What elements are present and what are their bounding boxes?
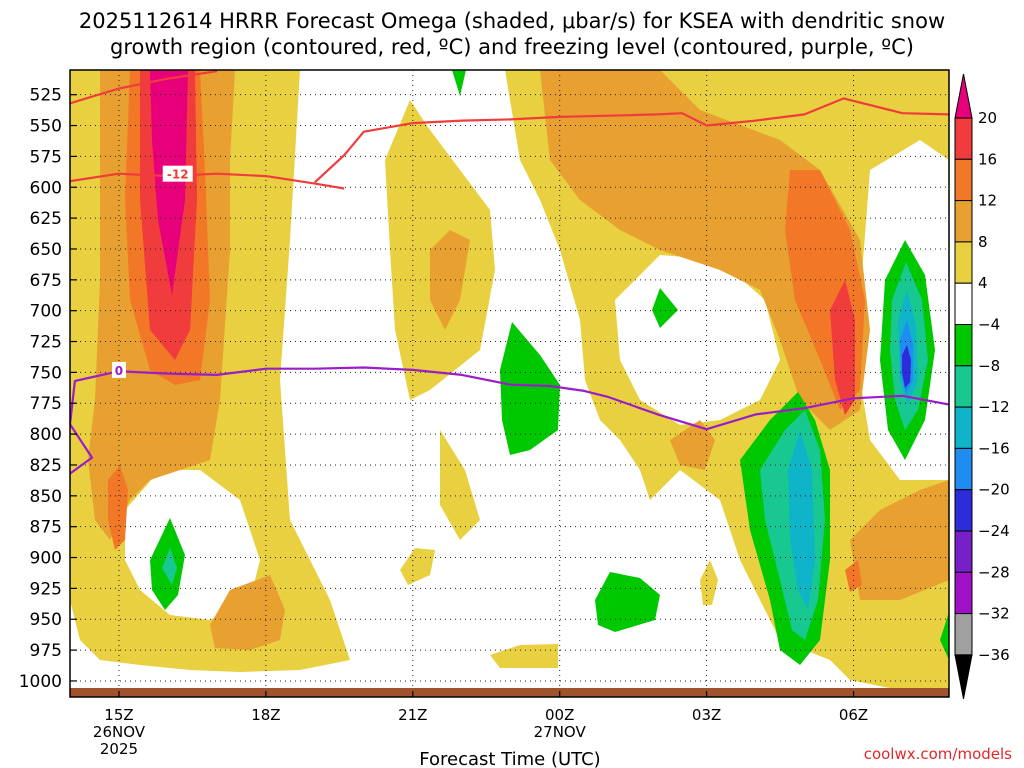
colorbar-segment-6: [954, 324, 973, 367]
omega-shade-yellow-small-a: [400, 548, 435, 585]
colorbar-tick-6: −8: [978, 357, 1000, 375]
y-tick-label-800: 800: [30, 425, 62, 445]
colorbar-tick-2: 12: [978, 192, 997, 210]
contour-dgz-minus12: [70, 172, 345, 190]
colorbar-tick-12: −32: [978, 605, 1010, 623]
colorbar-segment-4: [954, 241, 973, 284]
colorbar-tick-11: −28: [978, 563, 1010, 581]
x-tick-label-15Z: 15Z: [104, 706, 133, 724]
x-tick-label-18Z: 18Z: [251, 706, 280, 724]
colorbar-tick-3: 8: [978, 233, 988, 251]
y-tick-label-925: 925: [30, 579, 62, 599]
contour-label-dgz-minus12: -12: [167, 168, 189, 182]
colorbar-tick-5: −4: [978, 316, 1000, 334]
credit-text[interactable]: coolwx.com/models: [864, 745, 1012, 763]
colorbar-segment-8: [954, 406, 973, 449]
y-tick-label-775: 775: [30, 394, 62, 414]
contour-label-bg-freezing-level-0C: [111, 361, 126, 378]
colorbar-tick-4: 4: [978, 274, 988, 292]
colorbar-tick-7: −12: [978, 398, 1010, 416]
omega-shade-green-upper-right: [652, 288, 678, 328]
y-tick-label-900: 900: [30, 549, 62, 569]
colorbar-segment-10: [954, 489, 973, 532]
contour-dgz-middle: [314, 97, 949, 184]
temperature-contours: -12 0: [70, 70, 949, 475]
omega-shade-green-edge: [940, 612, 949, 660]
y-tick-label-700: 700: [30, 302, 62, 322]
y-tick-label-625: 625: [30, 209, 62, 229]
colorbar-top-arrow: [954, 73, 973, 119]
x-tick-label-03Z: 03Z: [692, 706, 721, 724]
colorbar-segment-9: [954, 447, 973, 491]
colorbar-tick-0: 20: [978, 109, 997, 127]
omega-shade-gold-right-lower: [850, 480, 949, 600]
y-tick-label-575: 575: [30, 147, 62, 167]
omega-shade-green-center: [500, 322, 560, 455]
x-tick-date-00Z: 27NOV: [534, 723, 587, 741]
x-tick-year-15Z: 2025: [100, 740, 138, 758]
omega-shade-red-right: [830, 280, 855, 415]
y-tick-label-1000: 1000: [19, 672, 62, 692]
omega-shade-white-hole-center: [615, 255, 780, 425]
omega-shade-gold-bottom-center: [670, 420, 715, 470]
omega-shade-yellow-small-b: [700, 560, 718, 605]
plot-frame: [69, 69, 950, 698]
omega-shade-green-center-lower: [595, 572, 660, 632]
y-tick-label-725: 725: [30, 333, 62, 353]
omega-shade-orange-bottom-left: [108, 465, 128, 550]
contour-dgz-upper: [70, 70, 218, 105]
y-tick-label-525: 525: [30, 86, 62, 106]
colorbar-segment-13: [954, 613, 973, 656]
x-axis-label: Forecast Time (UTC): [419, 749, 600, 768]
omega-shade-gold-right-upper: [540, 70, 870, 430]
omega-shade-teal-left-lower: [162, 548, 177, 585]
omega-shade-yellow-lower-center: [440, 430, 480, 540]
colorbar-segment-1: [954, 117, 973, 160]
y-tick-label-975: 975: [30, 641, 62, 661]
colorbar-tick-10: −24: [978, 522, 1010, 540]
y-tick-label-825: 825: [30, 456, 62, 476]
plot-area: -12 0: [70, 70, 949, 697]
colorbar-tick-8: −16: [978, 439, 1010, 457]
terrain-ground-bar: [70, 688, 949, 697]
omega-shade-gold-bottom-left: [210, 575, 285, 650]
y-tick-label-675: 675: [30, 271, 62, 291]
contour-label-freezing-level-0C: 0: [115, 364, 123, 378]
colorbar-tick-13: −36: [978, 646, 1010, 664]
colorbar-bottom-arrow: [954, 654, 973, 699]
colorbar-tick-9: −20: [978, 481, 1010, 499]
y-axis: 525 550 575 600 625 650 675 700 725 750 775 800 825 8…: [19, 86, 77, 692]
y-tick-label-875: 875: [30, 518, 62, 538]
y-tick-label-950: 950: [30, 610, 62, 630]
y-tick-label-650: 650: [30, 240, 62, 260]
colorbar-segment-11: [954, 530, 973, 573]
y-tick-label-550: 550: [30, 117, 62, 137]
colorbar-segment-12: [954, 571, 973, 615]
y-tick-label-750: 750: [30, 363, 62, 383]
y-tick-label-850: 850: [30, 487, 62, 507]
omega-shade-darkblue-core: [902, 345, 911, 388]
contour-label-bg-dgz-minus12: [162, 165, 193, 182]
x-tick-date-15Z: 26NOV: [93, 723, 146, 741]
colorbar: 20 16 12 8 4 −4 −8 −12 −16 −20 −24 −28 −32 −36: [954, 73, 1010, 699]
colorbar-tick-1: 16: [978, 150, 997, 168]
y-tick-label-600: 600: [30, 178, 62, 198]
omega-shade-cyan-right-lower: [788, 430, 815, 610]
x-tick-label-00Z: 00Z: [545, 706, 574, 724]
colorbar-segment-7: [954, 365, 973, 408]
colorbar-segment-3: [954, 200, 973, 243]
chart-title-line-2: growth region (contoured, red, ºC) and f…: [110, 35, 914, 59]
omega-shade-green-upper-small: [452, 70, 466, 96]
omega-shade-magenta-core: [150, 70, 188, 295]
colorbar-segment-5: [954, 282, 973, 326]
x-tick-label-06Z: 06Z: [839, 706, 868, 724]
contour-freezing-level-0C: [70, 366, 949, 475]
chart-title-line-1: 2025112614 HRRR Forecast Omega (shaded, …: [79, 9, 945, 33]
x-tick-label-21Z: 21Z: [398, 706, 427, 724]
colorbar-segment-2: [954, 158, 973, 202]
